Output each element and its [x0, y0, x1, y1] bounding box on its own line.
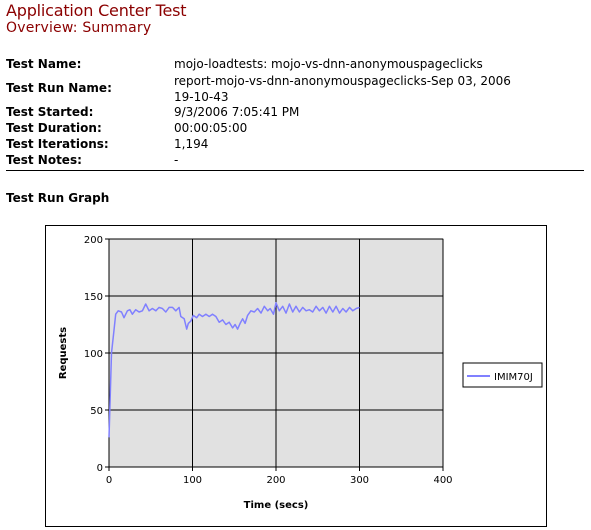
- summary-row-test-name: Test Name: mojo-loadtests: mojo-vs-dnn-a…: [6, 57, 584, 73]
- x-tick-label: 100: [183, 475, 202, 486]
- y-tick-label: 0: [97, 463, 103, 474]
- x-axis-label: Time (secs): [244, 500, 309, 511]
- legend-box: [462, 362, 543, 388]
- summary-value-line-1: report-mojo-vs-dnn-anonymouspageclicks-S…: [174, 74, 511, 88]
- summary-label: Test Name:: [6, 57, 82, 71]
- series-group: [108, 302, 360, 438]
- summary-row-test-started: Test Started: 9/3/2006 7:05:41 PM: [6, 105, 584, 121]
- app-title: Application Center Test: [6, 1, 187, 20]
- summary-value-line-2: 19-10-43: [174, 90, 229, 104]
- summary-value: -: [174, 153, 179, 167]
- test-run-graph: 0 50 100 150 200 0 100 200 300 400 Requests Time…: [45, 225, 547, 527]
- page-subtitle: Overview: Summary: [6, 20, 152, 36]
- summary-label: Test Duration:: [6, 121, 102, 135]
- summary-label: Test Run Name:: [6, 81, 112, 95]
- summary-row-test-duration: Test Duration: 00:00:05:00: [6, 121, 584, 137]
- x-axis-ticks: 0 100 200 300 400: [106, 467, 453, 486]
- test-summary: Test Name: mojo-loadtests: mojo-vs-dnn-a…: [6, 57, 584, 169]
- summary-row-test-notes: Test Notes: -: [6, 153, 584, 169]
- y-tick-label: 100: [84, 349, 103, 360]
- y-axis-ticks: 0 50 100 150 200: [84, 235, 109, 474]
- series-line: [108, 302, 360, 438]
- summary-label: Test Iterations:: [6, 137, 109, 151]
- summary-value: 9/3/2006 7:05:41 PM: [174, 105, 300, 119]
- x-tick-label: 300: [350, 475, 369, 486]
- summary-row-test-run-name: Test Run Name: report-mojo-vs-dnn-anonym…: [6, 73, 584, 105]
- y-axis-label: Requests: [58, 327, 69, 379]
- summary-value: 1,194: [174, 137, 209, 151]
- chart-svg: 0 50 100 150 200 0 100 200 300 400 Requests Time…: [58, 235, 543, 511]
- section-divider: [6, 170, 584, 171]
- summary-value: 00:00:05:00: [174, 121, 248, 135]
- summary-label: Test Started:: [6, 105, 94, 119]
- x-tick-label: 200: [266, 475, 285, 486]
- summary-row-test-iterations: Test Iterations: 1,194: [6, 137, 584, 153]
- x-tick-label: 0: [106, 475, 112, 486]
- y-tick-label: 150: [84, 292, 103, 303]
- legend-label: IMIM70J: [494, 372, 533, 383]
- y-tick-label: 50: [90, 406, 103, 417]
- graph-section-title: Test Run Graph: [6, 191, 110, 205]
- x-tick-label: 400: [433, 475, 452, 486]
- summary-value: mojo-loadtests: mojo-vs-dnn-anonymouspag…: [174, 57, 483, 71]
- legend: IMIM70J: [462, 362, 543, 388]
- summary-label: Test Notes:: [6, 153, 82, 167]
- summary-value: report-mojo-vs-dnn-anonymouspageclicks-S…: [174, 73, 511, 105]
- y-tick-label: 200: [84, 235, 103, 246]
